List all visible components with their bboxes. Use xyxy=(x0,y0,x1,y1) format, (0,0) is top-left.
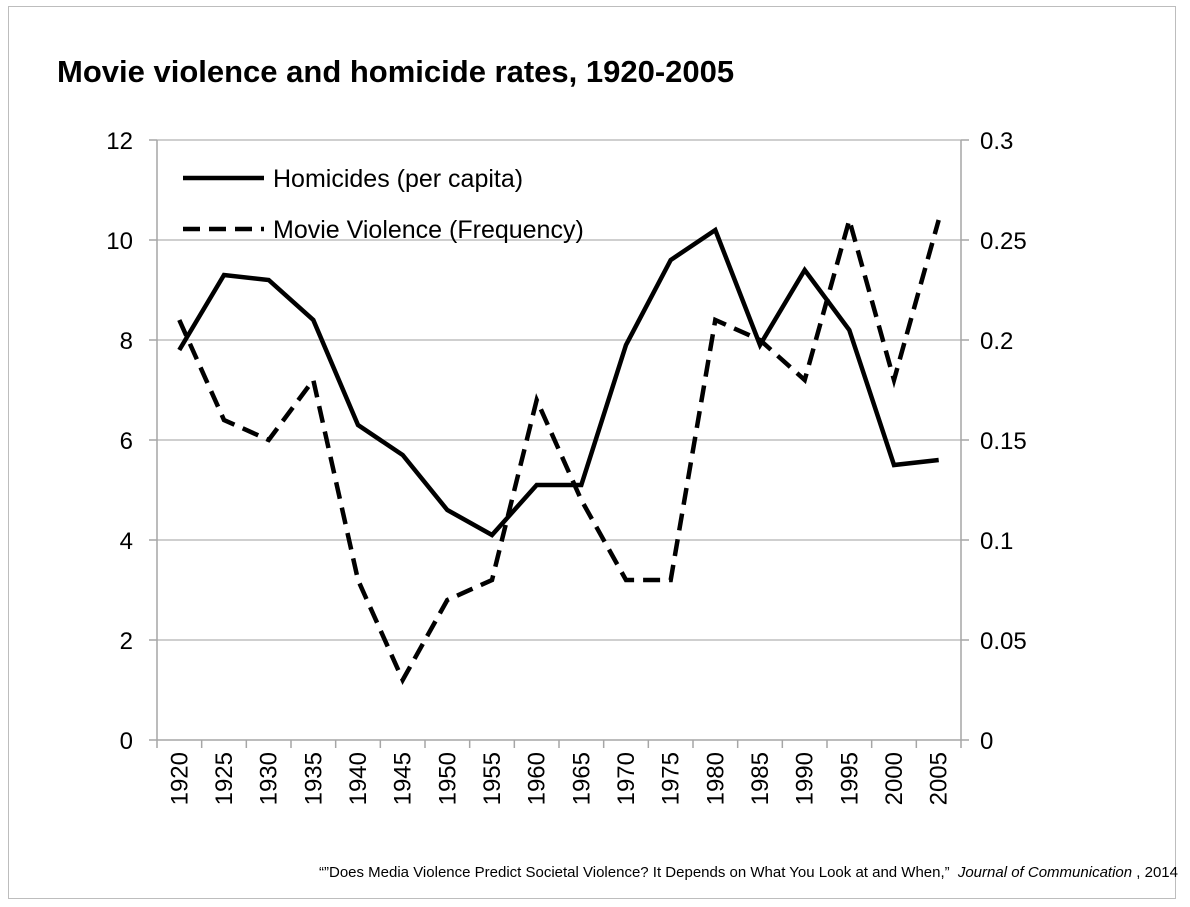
source-year: , 2014 xyxy=(1136,864,1178,881)
right-axis-ticks: 0 0.05 0.1 0.15 0.2 0.25 0.3 xyxy=(980,128,1027,755)
x-tick-label: 1920 xyxy=(166,752,193,805)
legend-label: Homicides (per capita) xyxy=(273,165,523,193)
right-tick-label: 0.15 xyxy=(980,428,1027,455)
x-tick-label: 1950 xyxy=(434,752,461,805)
series xyxy=(177,211,941,686)
left-tick-label: 10 xyxy=(106,228,133,255)
right-tick-label: 0.1 xyxy=(980,528,1013,555)
right-tick-label: 0 xyxy=(980,728,993,755)
x-tick-label: 1945 xyxy=(390,752,417,805)
x-tick-label: 1935 xyxy=(300,752,327,805)
source-journal: Journal of Communication xyxy=(957,864,1132,881)
x-tick-label: 2000 xyxy=(881,752,908,805)
x-tick-label: 1990 xyxy=(792,752,819,805)
legend: Homicides (per capita) Movie Violence (Fr… xyxy=(183,165,584,244)
x-tick-label: 1940 xyxy=(345,752,372,805)
x-tick-label: 1960 xyxy=(524,752,551,805)
x-tick-label: 1965 xyxy=(568,752,595,805)
x-tick-label: 1970 xyxy=(613,752,640,805)
x-axis-ticks: 1920 1925 1930 1935 1940 1945 1950 1955 1960 1965… xyxy=(166,752,952,805)
left-tick-label: 2 xyxy=(120,628,133,655)
right-tick-label: 0.25 xyxy=(980,228,1027,255)
left-tick-label: 8 xyxy=(120,328,133,355)
x-tick-label: 1930 xyxy=(256,752,283,805)
x-tick-label: 1980 xyxy=(702,752,729,805)
left-tick-label: 6 xyxy=(120,428,133,455)
homicides-line xyxy=(177,226,939,538)
gridlines xyxy=(157,139,961,641)
left-axis-ticks: 0 2 4 6 8 10 12 xyxy=(106,128,133,755)
x-tick-label: 1975 xyxy=(658,752,685,805)
chart-title: Movie violence and homicide rates, 1920-… xyxy=(57,54,734,89)
x-tick-label: 1925 xyxy=(211,752,238,805)
source-citation: “”Does Media Violence Predict Societal V… xyxy=(319,864,1178,881)
x-tick-label: 1995 xyxy=(836,752,863,805)
x-tick-label: 1985 xyxy=(747,752,774,805)
left-tick-label: 12 xyxy=(106,128,133,155)
axes xyxy=(149,139,969,748)
right-tick-label: 0.05 xyxy=(980,628,1027,655)
x-tick-label: 2005 xyxy=(926,752,953,805)
x-tick-label: 1955 xyxy=(479,752,506,805)
movie-violence-line xyxy=(177,211,941,686)
source-title: “”Does Media Violence Predict Societal V… xyxy=(319,864,950,881)
right-tick-label: 0.3 xyxy=(980,128,1013,155)
left-tick-label: 4 xyxy=(120,528,133,555)
legend-label: Movie Violence (Frequency) xyxy=(273,216,584,244)
right-tick-label: 0.2 xyxy=(980,328,1013,355)
left-tick-label: 0 xyxy=(120,728,133,755)
